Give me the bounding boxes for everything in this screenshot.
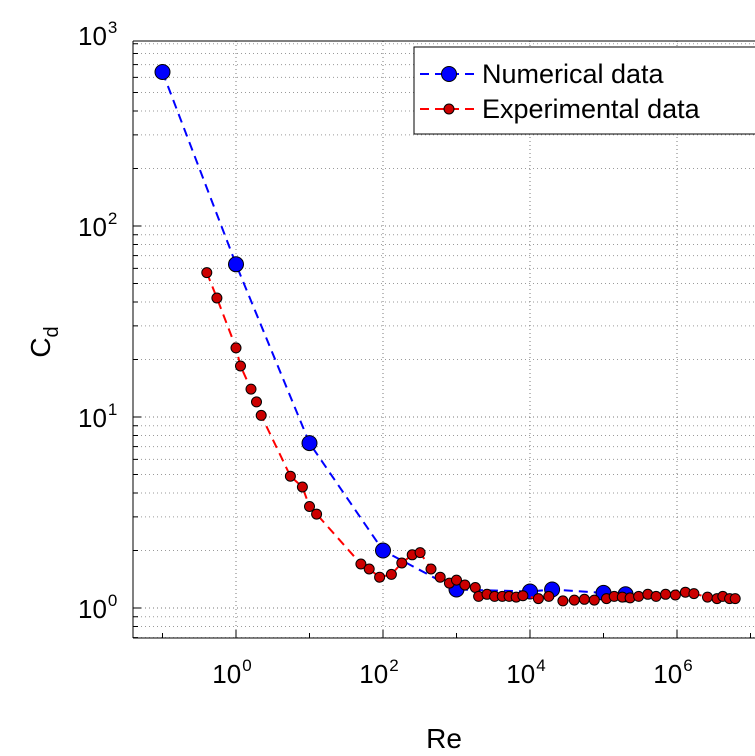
y-tick-label: 100 [78,591,117,624]
y-tick-label-exp: 0 [108,591,117,610]
x-tick-label-exp: 2 [389,656,398,675]
data-point [459,579,471,591]
data-point [301,435,318,452]
data-point [588,594,600,606]
series-line [161,71,626,596]
y-axis-title: Cd [25,326,63,357]
x-tick-label: 102 [359,656,398,689]
x-tick-label: 106 [653,656,692,689]
data-point [669,589,681,601]
data-point [434,571,446,583]
data-point [255,409,267,421]
data-point [284,470,296,482]
data-point [702,591,713,603]
legend-label-experimental: Experimental data [482,94,701,124]
data-point [532,593,544,605]
data-point [568,594,580,606]
data-point [374,571,386,583]
x-tick-label-exp: 6 [683,656,692,675]
y-tick-label-exp: 2 [108,209,117,228]
data-point [557,595,569,607]
axes [132,40,755,639]
y-axis-title-sub: d [41,326,63,337]
y-tick-label-exp: 3 [108,18,117,37]
series-layer [154,64,741,607]
data-point [660,588,672,600]
x-tick-label-exp: 4 [536,656,545,675]
data-point [650,590,662,602]
data-point [245,383,257,395]
data-point [296,481,308,493]
data-point [451,574,462,586]
data-point [543,590,555,602]
data-point [729,593,741,605]
data-point [211,292,223,304]
data-point [304,501,315,512]
y-tick-label-base: 10 [78,21,107,51]
plot-area [133,41,755,638]
y-axis-title-main: C [25,337,56,357]
data-point [201,267,213,279]
data-point [363,563,375,575]
y-tick-label: 103 [78,18,117,51]
x-tick-labels: 100 102 104 106 [212,656,692,689]
data-point [154,64,171,80]
x-tick-label-exp: 0 [242,656,251,675]
x-tick-label: 100 [212,656,251,689]
x-tick-label-base: 10 [653,659,682,689]
data-point [355,558,367,570]
y-tick-label: 102 [78,209,117,242]
ticks [133,43,751,639]
data-point [396,557,408,569]
legend-marker-experimental [443,103,455,115]
data-point [578,593,590,605]
y-tick-label-exp: 1 [108,400,117,419]
data-point [235,360,246,372]
legend: Numerical data Experimental data [413,46,755,135]
data-point [425,563,437,575]
data-point [251,396,262,408]
y-tick-label-base: 10 [78,212,107,242]
data-point [385,568,397,580]
data-point [230,342,242,354]
legend-box [413,46,755,135]
x-tick-label-base: 10 [506,659,535,689]
data-point [375,542,391,559]
data-point [633,590,645,602]
data-point [688,588,700,600]
x-tick-label-base: 10 [359,659,388,689]
y-tick-label-base: 10 [78,594,107,624]
legend-marker-numerical [441,66,457,82]
y-tick-label: 101 [78,400,117,433]
data-point [517,590,529,602]
series-1 [201,267,741,607]
legend-label-numerical: Numerical data [482,59,665,89]
x-tick-label-base: 10 [212,659,241,689]
x-tick-label: 104 [506,656,545,689]
x-axis-title: Re [426,723,462,754]
data-point [311,508,323,520]
y-tick-label-base: 10 [78,403,107,433]
data-point [228,256,244,273]
data-point [414,547,426,559]
